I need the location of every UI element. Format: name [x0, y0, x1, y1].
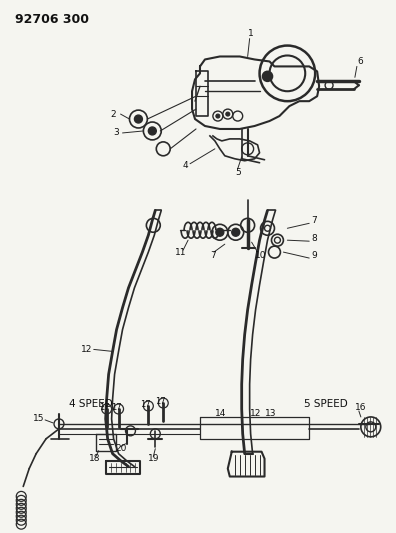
Text: 3: 3 — [114, 128, 119, 138]
Text: 5: 5 — [236, 168, 242, 177]
Text: 9: 9 — [311, 251, 317, 260]
Text: 19: 19 — [148, 454, 160, 463]
Text: 5 SPEED: 5 SPEED — [304, 399, 348, 409]
Text: 18: 18 — [89, 454, 100, 463]
Text: 12: 12 — [249, 409, 261, 418]
Text: 7: 7 — [210, 251, 216, 260]
Circle shape — [226, 112, 230, 116]
Text: 1: 1 — [248, 29, 253, 38]
Text: 14: 14 — [215, 409, 226, 418]
Text: 17: 17 — [99, 402, 109, 411]
Text: 13: 13 — [265, 409, 276, 418]
Text: 4: 4 — [182, 161, 188, 170]
Text: 7: 7 — [311, 216, 317, 225]
Text: 10: 10 — [255, 251, 266, 260]
Text: 15: 15 — [33, 415, 45, 423]
Circle shape — [263, 71, 272, 82]
Circle shape — [232, 228, 240, 236]
Text: 8: 8 — [311, 233, 317, 243]
Text: 92706 300: 92706 300 — [15, 13, 89, 26]
Text: 6: 6 — [357, 57, 363, 66]
Text: 20: 20 — [116, 444, 127, 453]
Text: 11: 11 — [175, 248, 187, 256]
Circle shape — [216, 114, 220, 118]
Circle shape — [148, 127, 156, 135]
Text: 16: 16 — [355, 402, 366, 411]
Circle shape — [216, 228, 224, 236]
Text: 17: 17 — [110, 402, 121, 411]
Text: 17: 17 — [155, 397, 166, 406]
Circle shape — [135, 115, 143, 123]
Text: 17: 17 — [141, 400, 151, 408]
Text: 12: 12 — [81, 345, 92, 354]
Text: 2: 2 — [110, 110, 116, 118]
Text: 4 SPEED: 4 SPEED — [69, 399, 112, 409]
